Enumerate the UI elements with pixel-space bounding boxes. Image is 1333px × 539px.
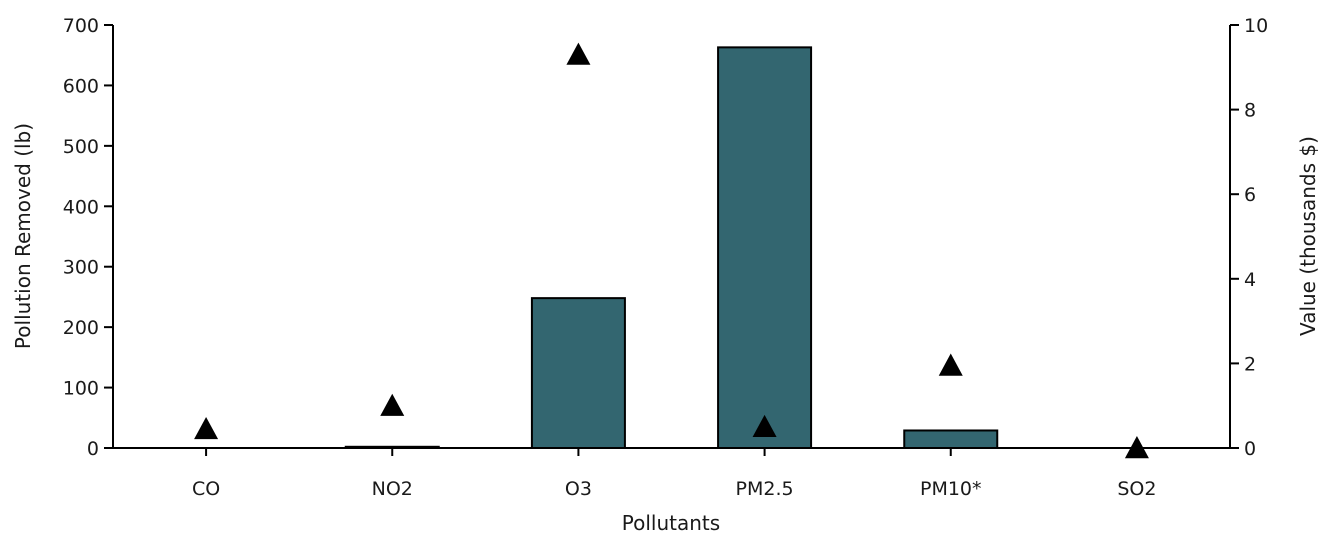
x-tick-label: SO2 (1117, 478, 1156, 500)
marker-no2 (380, 393, 405, 416)
x-tick-label: O3 (565, 478, 592, 500)
x-tick-label: PM2.5 (736, 478, 794, 500)
ticks-layer: 0 100 200 300 400 500 600 700 0 2 4 6 8 10 CO NO2 O3 PM2.… (63, 15, 1268, 500)
y-left-tick-label: 600 (63, 75, 99, 97)
y-left-tick-label: 400 (63, 196, 99, 218)
markers-layer (194, 42, 1149, 459)
marker-so2 (1124, 436, 1149, 459)
x-axis-title: Pollutants (622, 511, 720, 535)
marker-pm25 (752, 414, 777, 438)
marker-o3 (566, 42, 591, 65)
marker-co (194, 416, 219, 440)
bar-o3 (530, 297, 626, 449)
marker-pm10 (938, 353, 963, 376)
y-right-tick-label: 2 (1244, 353, 1256, 375)
y-left-tick-label: 200 (63, 317, 99, 339)
y-axis-left-title: Pollution Removed (lb) (11, 123, 35, 349)
y-right-tick-label: 10 (1244, 15, 1268, 37)
y-right-tick-label: 0 (1244, 438, 1256, 460)
bars-layer (344, 46, 999, 450)
x-tick-label: PM10* (920, 478, 982, 500)
y-right-tick-label: 6 (1244, 184, 1256, 206)
y-left-tick-label: 0 (87, 438, 99, 460)
y-left-tick-label: 300 (63, 257, 99, 279)
bar-pm10 (903, 429, 999, 449)
axes-layer (112, 25, 1231, 449)
x-tick-label: NO2 (372, 478, 413, 500)
y-right-tick-label: 8 (1244, 100, 1256, 122)
y-axis-right-title: Value (thousands $) (1296, 136, 1320, 336)
bar-pm25 (717, 46, 813, 449)
y-left-tick-label: 500 (63, 136, 99, 158)
y-left-tick-label: 700 (63, 15, 99, 37)
y-right-tick-label: 4 (1244, 269, 1256, 291)
x-tick-label: CO (192, 478, 220, 500)
y-left-tick-label: 100 (63, 378, 99, 400)
